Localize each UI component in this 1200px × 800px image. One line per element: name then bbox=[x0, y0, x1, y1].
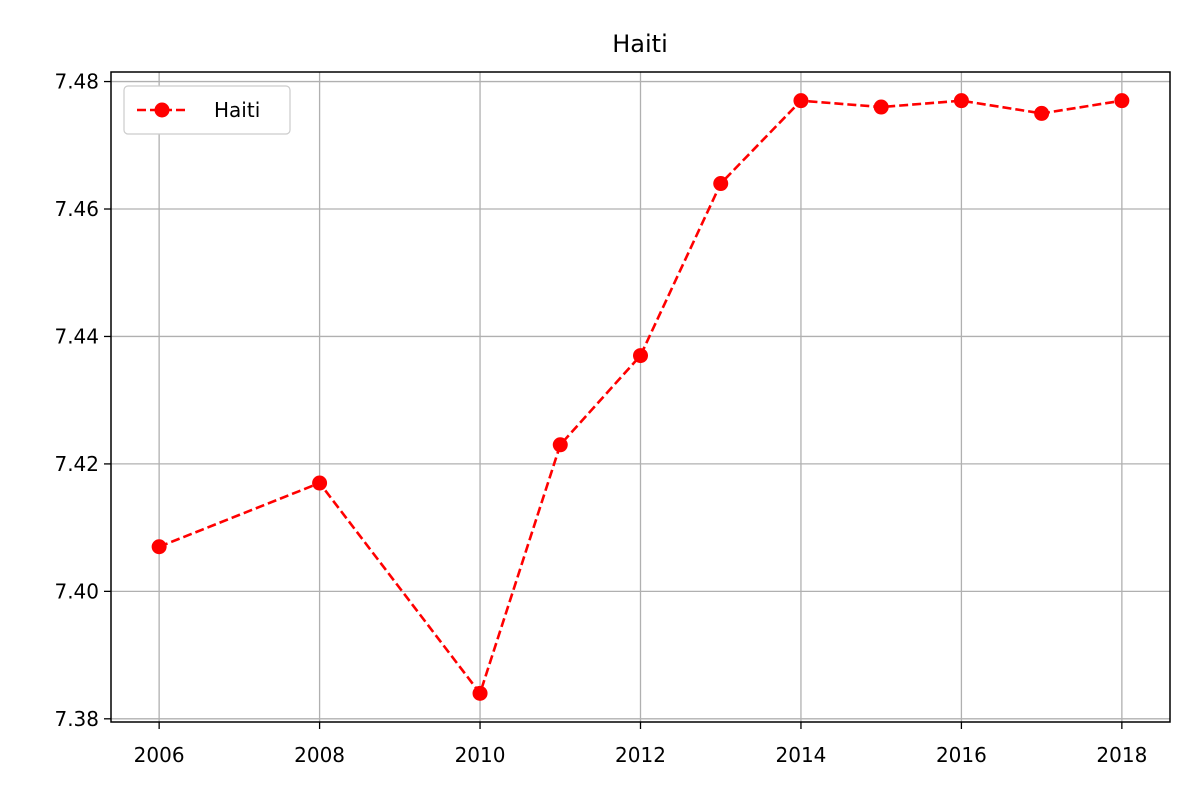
data-point bbox=[953, 93, 969, 109]
grid bbox=[111, 72, 1170, 722]
data-point bbox=[713, 176, 729, 192]
data-point bbox=[873, 99, 889, 115]
y-tick-label: 7.38 bbox=[54, 707, 99, 731]
y-tick-label: 7.42 bbox=[54, 452, 99, 476]
y-tick-label: 7.40 bbox=[54, 579, 99, 603]
series-group bbox=[151, 93, 1130, 701]
legend-label: Haiti bbox=[214, 98, 260, 122]
legend-box bbox=[123, 85, 291, 135]
x-tick-label: 2008 bbox=[294, 743, 345, 767]
x-tick-label: 2014 bbox=[776, 743, 827, 767]
data-point bbox=[472, 685, 488, 701]
y-tick-label: 7.46 bbox=[54, 197, 99, 221]
x-tick-label: 2010 bbox=[455, 743, 506, 767]
y-tick-label: 7.48 bbox=[54, 70, 99, 94]
x-tick-label: 2018 bbox=[1096, 743, 1147, 767]
data-point bbox=[312, 475, 328, 491]
y-axis-ticks: 7.38 7.40 7.42 7.44 7.46 7.48 bbox=[54, 70, 111, 731]
chart-title: Haiti bbox=[612, 30, 668, 58]
data-point bbox=[1034, 105, 1050, 121]
data-point bbox=[552, 437, 568, 453]
y-tick-label: 7.44 bbox=[54, 324, 99, 348]
x-tick-label: 2006 bbox=[134, 743, 185, 767]
legend: Haiti bbox=[123, 85, 291, 135]
data-point bbox=[151, 539, 167, 555]
data-point bbox=[793, 93, 809, 109]
data-point bbox=[633, 348, 648, 364]
x-tick-label: 2016 bbox=[936, 743, 987, 767]
data-point bbox=[1114, 93, 1130, 109]
plot-frame bbox=[110, 71, 1171, 723]
x-tick-label: 2012 bbox=[615, 743, 666, 767]
x-axis-ticks: 2006 2008 2010 2012 2014 2016 2018 bbox=[134, 722, 1147, 767]
legend-marker-swatch bbox=[154, 102, 170, 118]
